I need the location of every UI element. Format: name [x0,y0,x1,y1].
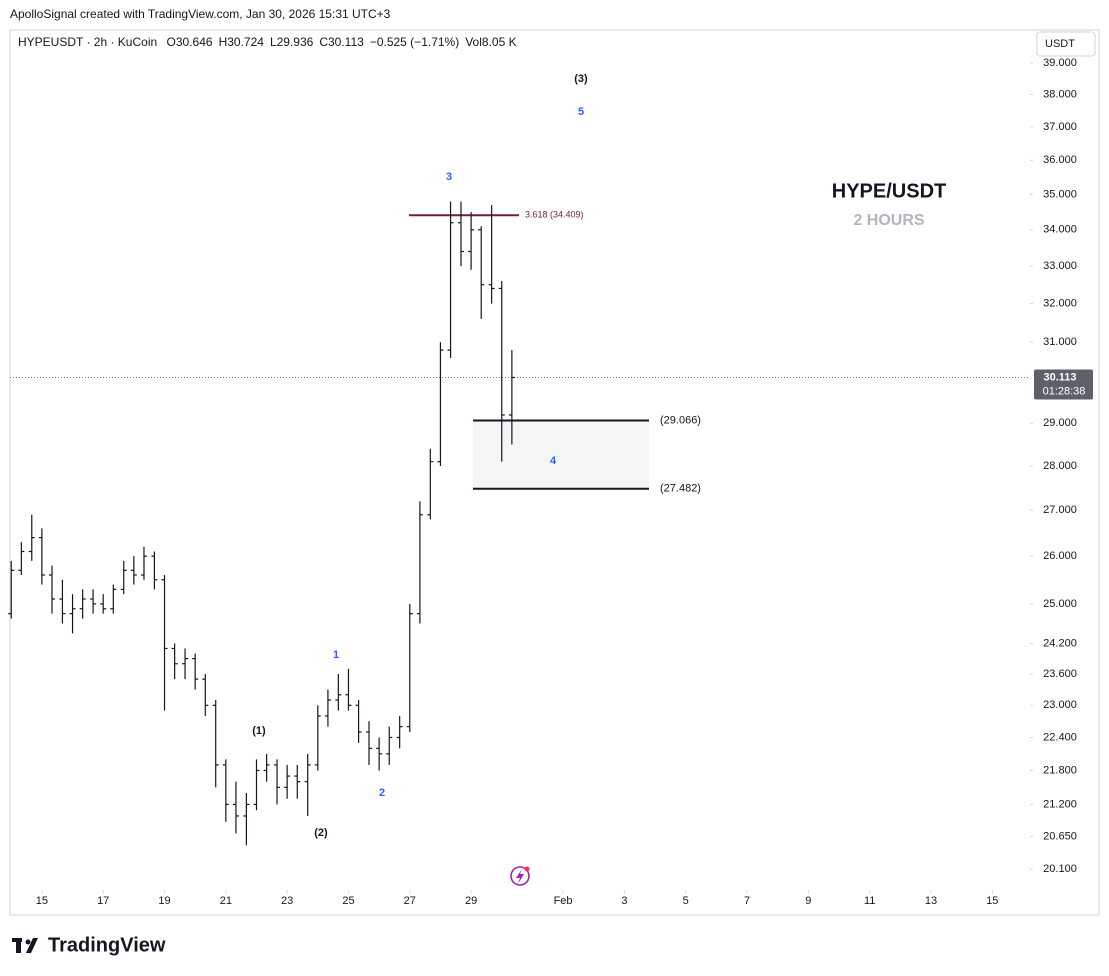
y-tick-label: 24.200 [1043,637,1077,649]
wave-label: 5 [578,106,584,118]
ohlc-key: H [218,35,228,49]
y-tick-label: 21.800 [1043,764,1077,776]
y-tick-label: 38.000 [1043,88,1077,100]
ohlc-value: 30.646 [175,35,213,49]
ohlc-key: Vol [465,35,482,49]
flash-icon [510,866,530,886]
ohlc-key: L [269,35,277,49]
chart-frame [9,29,1100,916]
ohlc-key: O [166,35,176,49]
x-tick-label: 3 [621,895,627,907]
y-tick-label: 28.000 [1043,460,1077,472]
y-tick-label: 34.000 [1043,224,1077,236]
wave-label: 3 [446,171,452,183]
level-label: (29.066) [660,414,701,426]
ohlc-value: 29.936 [276,35,314,49]
y-tick-label: 27.000 [1043,504,1077,516]
logo-text: TradingView [48,934,166,956]
wave-label: (1) [252,725,266,737]
level-label: (27.482) [660,483,701,495]
ohlc-values: O30.646 H30.724 L29.936 C30.113 −0.525 (−1.7… [161,35,517,49]
ohlc-value: 8.05 K [481,35,517,49]
x-tick-label: 15 [986,895,998,907]
y-tick-label: 33.000 [1043,260,1077,272]
currency: USDT [1045,38,1075,50]
ohlc-key: C [319,35,328,49]
x-tick-label: 27 [404,895,416,907]
wave-label: 1 [333,649,339,661]
wave-label: (2) [314,827,328,839]
last-price-label: 30.113 [1043,371,1076,383]
ohlc-series [8,201,515,846]
watermark-title: HYPE/USDT [832,180,946,202]
x-tick-label: 5 [683,895,689,907]
y-tick-label: 31.000 [1043,336,1077,348]
x-tick-label: 11 [864,895,875,907]
credit: ApolloSignal created with TradingView.co… [10,7,391,21]
tradingview-logo-mark [12,938,38,953]
currency-box [1036,31,1096,57]
x-tick-label: 7 [744,895,750,907]
x-tick-label: 17 [97,895,109,907]
ohlc-value: 30.724 [227,35,264,49]
y-tick-label: 26.000 [1043,550,1077,562]
y-tick-label: 23.600 [1043,668,1077,680]
y-tick-label: 29.000 [1043,417,1077,429]
x-tick-label: 19 [158,895,170,907]
watermark-subtitle: 2 HOURS [853,212,924,229]
wave-label: 4 [550,455,557,467]
y-tick-label: 21.200 [1043,798,1077,810]
wave-label: (3) [574,73,588,85]
y-tick-label: 20.100 [1043,863,1077,875]
x-tick-label: Feb [554,895,573,907]
symbol-header: HYPEUSDT · 2h · KuCoin O30.646 H30.724 L29… [18,35,517,49]
x-tick-label: 25 [342,895,354,907]
y-tick-label: 22.400 [1043,731,1077,743]
y-tick-label: 32.000 [1043,297,1077,309]
x-tick-label: 13 [925,895,937,907]
y-tick-label: 25.000 [1043,598,1077,610]
y-tick-label: 37.000 [1043,121,1077,133]
y-tick-label: 39.000 [1043,57,1077,69]
y-tick-label: 35.000 [1043,188,1077,200]
last-price-box [1034,369,1093,400]
y-tick-label: 36.000 [1043,154,1077,166]
ohlc-value: 30.113 [328,35,364,49]
wave-label: 2 [379,787,385,799]
x-tick-label: 15 [36,895,48,907]
y-tick-label: 23.000 [1043,699,1077,711]
level-label: 3.618 (34.409) [525,210,584,220]
symbol: HYPEUSDT · 2h · KuCoin [18,35,158,49]
ohlc-value: −0.525 (−1.71%) [369,35,460,49]
x-tick-label: 29 [465,895,477,907]
y-tick-label: 20.650 [1043,830,1077,842]
x-tick-label: 23 [281,895,293,907]
x-tick-label: 9 [805,895,811,907]
x-tick-label: 21 [220,895,232,907]
countdown: 01:28:38 [1043,385,1086,397]
target-zone [473,420,649,489]
